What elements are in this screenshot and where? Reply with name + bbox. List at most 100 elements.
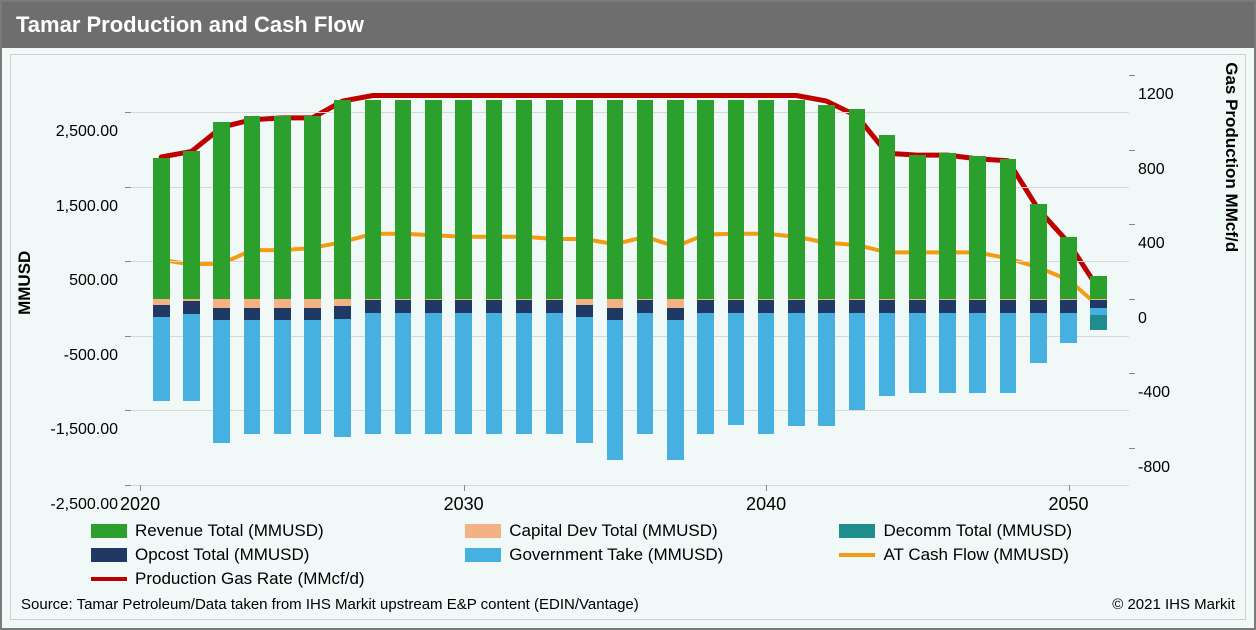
bar-revenue [1090, 276, 1107, 299]
bar-revenue [183, 151, 200, 299]
bar-opcost [637, 300, 654, 313]
bar-decomm [1090, 315, 1107, 330]
legend-item: Revenue Total (MMUSD) [91, 521, 465, 541]
bar-govtake [516, 313, 533, 434]
bar-opcost [395, 300, 412, 313]
legend-label: Capital Dev Total (MMUSD) [509, 521, 717, 541]
bar-opcost [939, 300, 956, 313]
bar-opcost [334, 306, 351, 319]
bar-opcost [667, 308, 684, 321]
bar-revenue [697, 100, 714, 299]
legend-item: Opcost Total (MMUSD) [91, 545, 465, 565]
legend-swatch [91, 524, 127, 538]
bar-opcost [758, 300, 775, 313]
bar-revenue [274, 116, 291, 299]
bar-revenue [818, 105, 835, 299]
x-tick: 2040 [746, 494, 786, 515]
bar-opcost [365, 300, 382, 313]
y-left-tick: -1,500.00 [50, 421, 118, 439]
bar-revenue [486, 100, 503, 299]
bar-revenue [667, 100, 684, 299]
line-production [161, 96, 1099, 290]
bar-revenue [1030, 204, 1047, 299]
bar-revenue [244, 116, 261, 299]
bar-govtake [849, 313, 866, 410]
bar-govtake [879, 313, 896, 396]
bar-govtake [1030, 313, 1047, 364]
chart-container: Tamar Production and Cash Flow MMUSD Gas… [0, 0, 1256, 630]
bar-capdev [304, 299, 321, 308]
bar-capdev [667, 299, 684, 308]
legend-item: AT Cash Flow (MMUSD) [839, 545, 1213, 565]
bar-govtake [455, 313, 472, 434]
legend-swatch [91, 577, 127, 581]
bar-revenue [637, 100, 654, 299]
bar-revenue [516, 100, 533, 299]
bar-opcost [1090, 300, 1107, 307]
plot-area [131, 75, 1129, 485]
bar-revenue [849, 109, 866, 299]
x-tick: 2050 [1048, 494, 1088, 515]
bar-revenue [546, 100, 563, 299]
x-tick: 2030 [444, 494, 484, 515]
y-left-tick: 500.00 [69, 272, 118, 290]
bar-opcost [516, 300, 533, 313]
bar-govtake [213, 320, 230, 443]
bar-revenue [939, 153, 956, 299]
bar-opcost [153, 305, 170, 318]
bar-revenue [607, 100, 624, 299]
bar-govtake [576, 317, 593, 442]
bar-revenue [969, 156, 986, 299]
bar-govtake [909, 313, 926, 394]
y-left-tick: 2,500.00 [56, 123, 118, 141]
source-text: Source: Tamar Petroleum/Data taken from … [21, 596, 639, 613]
legend-label: Opcost Total (MMUSD) [135, 545, 309, 565]
bar-govtake [304, 320, 321, 433]
bar-govtake [334, 319, 351, 437]
bar-capdev [244, 299, 261, 308]
bar-opcost [849, 300, 866, 313]
legend-swatch [839, 553, 875, 557]
bar-capdev [334, 299, 351, 306]
chart-body: MMUSD Gas Production MMcf/d -2,500.00-1,… [10, 54, 1246, 620]
x-tick-labels: 2020203020402050 [131, 494, 1125, 519]
bar-revenue [1000, 159, 1017, 298]
bar-opcost [546, 300, 563, 313]
bar-revenue [879, 135, 896, 299]
bar-opcost [607, 308, 624, 321]
bar-opcost [1030, 300, 1047, 313]
bar-opcost [304, 308, 321, 321]
bar-govtake [486, 313, 503, 434]
bar-opcost [1060, 300, 1077, 313]
bar-govtake [1090, 308, 1107, 315]
bar-govtake [153, 317, 170, 400]
legend-swatch [91, 548, 127, 562]
bar-opcost [788, 300, 805, 313]
bar-govtake [607, 320, 624, 460]
y-right-tick: -800 [1138, 459, 1170, 477]
bar-govtake [183, 314, 200, 402]
legend-label: Government Take (MMUSD) [509, 545, 723, 565]
bar-govtake [728, 313, 745, 425]
bar-opcost [969, 300, 986, 313]
y-left-tick-labels: -2,500.00-1,500.00-500.00500.001,500.002… [11, 75, 126, 489]
bar-opcost [879, 300, 896, 313]
bar-capdev [607, 299, 624, 308]
bar-revenue [728, 100, 745, 299]
x-tick: 2020 [120, 494, 160, 515]
y-left-tick: -2,500.00 [50, 496, 118, 514]
bar-govtake [969, 313, 986, 394]
bar-govtake [637, 313, 654, 434]
bar-opcost [486, 300, 503, 313]
legend-label: AT Cash Flow (MMUSD) [883, 545, 1068, 565]
bar-capdev [274, 299, 291, 308]
bar-govtake [818, 313, 835, 426]
bar-opcost [818, 300, 835, 313]
bar-opcost [183, 301, 200, 314]
y-right-tick: 800 [1138, 161, 1165, 179]
legend-item: Decomm Total (MMUSD) [839, 521, 1213, 541]
bar-govtake [395, 313, 412, 434]
bar-govtake [667, 320, 684, 460]
bar-opcost [274, 308, 291, 321]
bar-revenue [425, 100, 442, 299]
